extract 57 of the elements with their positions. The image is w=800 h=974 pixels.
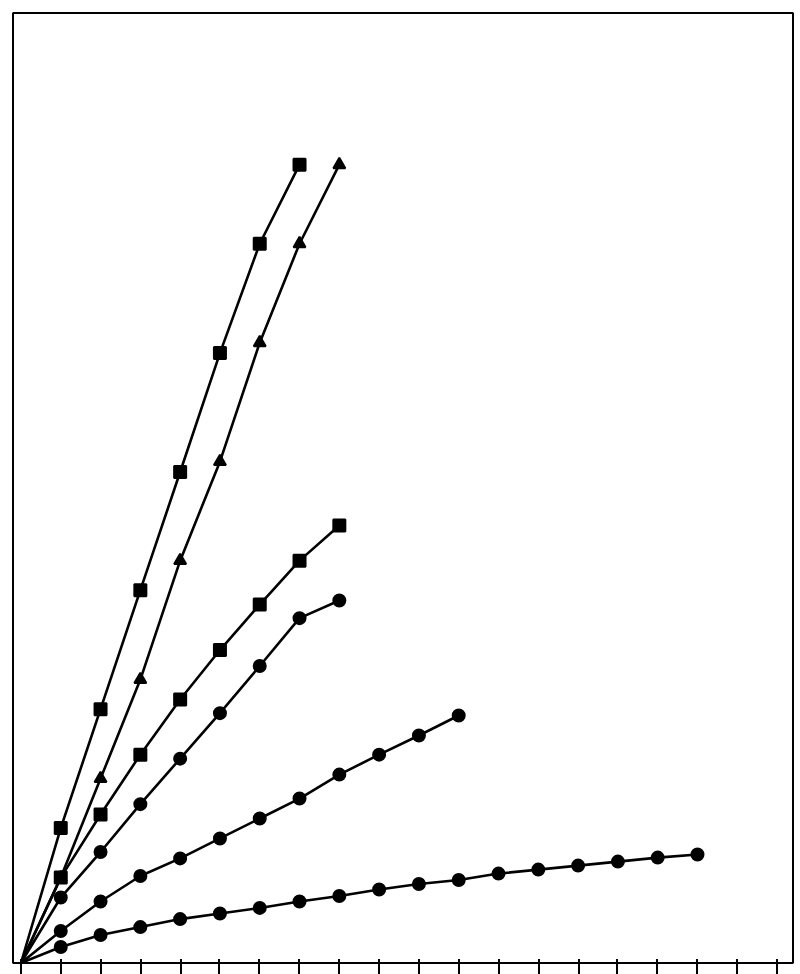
point bbox=[133, 747, 148, 762]
point bbox=[173, 912, 188, 927]
point bbox=[93, 928, 108, 943]
point bbox=[292, 553, 307, 568]
point bbox=[332, 767, 347, 782]
point bbox=[133, 671, 148, 685]
point bbox=[571, 858, 586, 873]
point bbox=[212, 831, 227, 846]
point bbox=[53, 940, 68, 955]
point bbox=[93, 702, 108, 717]
point bbox=[212, 906, 227, 921]
point bbox=[53, 890, 68, 905]
point bbox=[650, 850, 665, 865]
point bbox=[173, 692, 188, 707]
point bbox=[411, 728, 426, 743]
point bbox=[411, 876, 426, 891]
point bbox=[292, 611, 307, 626]
point bbox=[133, 583, 148, 598]
point bbox=[212, 643, 227, 658]
point bbox=[372, 882, 387, 897]
point bbox=[133, 869, 148, 883]
point bbox=[531, 862, 546, 877]
point bbox=[491, 866, 506, 881]
point bbox=[93, 894, 108, 909]
point bbox=[93, 845, 108, 860]
point bbox=[173, 751, 188, 766]
point bbox=[173, 552, 188, 566]
point bbox=[252, 811, 267, 826]
point bbox=[252, 900, 267, 915]
point bbox=[252, 597, 267, 612]
point bbox=[133, 797, 148, 812]
point bbox=[292, 157, 307, 172]
point bbox=[292, 894, 307, 909]
point bbox=[292, 791, 307, 806]
point bbox=[93, 807, 108, 822]
point bbox=[252, 236, 267, 251]
point bbox=[332, 888, 347, 903]
point bbox=[451, 872, 466, 887]
point bbox=[133, 920, 148, 935]
point bbox=[53, 924, 68, 939]
point bbox=[372, 747, 387, 762]
point bbox=[173, 465, 188, 480]
point bbox=[292, 235, 307, 249]
point bbox=[332, 518, 347, 533]
point bbox=[173, 851, 188, 866]
point bbox=[212, 706, 227, 721]
point bbox=[212, 453, 227, 467]
point bbox=[610, 854, 625, 869]
point bbox=[451, 708, 466, 723]
point bbox=[252, 334, 267, 348]
point bbox=[212, 346, 227, 361]
point bbox=[252, 659, 267, 674]
point bbox=[53, 821, 68, 836]
point bbox=[690, 847, 705, 862]
point bbox=[332, 593, 347, 608]
point bbox=[93, 770, 108, 784]
point bbox=[332, 156, 347, 170]
